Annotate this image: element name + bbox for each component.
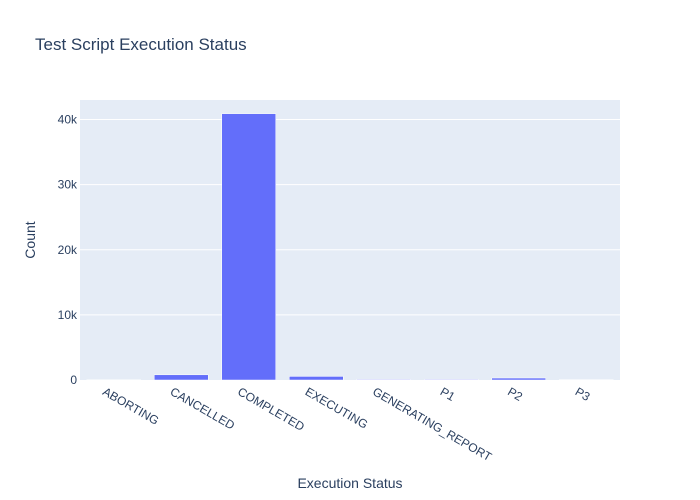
y-tick-label: 20k <box>58 243 78 257</box>
x-tick-label: COMPLETED <box>235 384 307 434</box>
bars <box>86 113 614 381</box>
y-axis-title: Count <box>22 221 38 258</box>
bar-p1[interactable] <box>424 379 479 381</box>
y-tick-label: 30k <box>58 178 78 192</box>
x-tick-label: P1 <box>438 384 458 404</box>
y-axis-ticks: 0 10k 20k 30k 40k <box>58 113 78 387</box>
bar-completed[interactable] <box>221 113 276 381</box>
bar-generating-report[interactable] <box>356 379 411 381</box>
y-tick-label: 10k <box>58 308 78 322</box>
x-axis-title: Execution Status <box>297 475 402 491</box>
x-tick-label: EXECUTING <box>303 384 371 431</box>
y-tick-label: 0 <box>70 373 77 387</box>
x-tick-label: P2 <box>505 384 525 404</box>
bar-p2[interactable] <box>491 377 546 381</box>
bar-cancelled[interactable] <box>154 374 209 381</box>
x-tick-label: GENERATING_REPORT <box>370 384 494 464</box>
chart-title: Test Script Execution Status <box>35 35 247 54</box>
x-tick-label: ABORTING <box>100 384 161 427</box>
y-tick-label: 40k <box>58 113 78 127</box>
gridlines <box>80 119 620 316</box>
x-tick-label: CANCELLED <box>168 384 238 432</box>
plot-area <box>80 100 620 380</box>
x-tick-label: P3 <box>573 384 593 404</box>
bar-executing[interactable] <box>289 376 344 381</box>
